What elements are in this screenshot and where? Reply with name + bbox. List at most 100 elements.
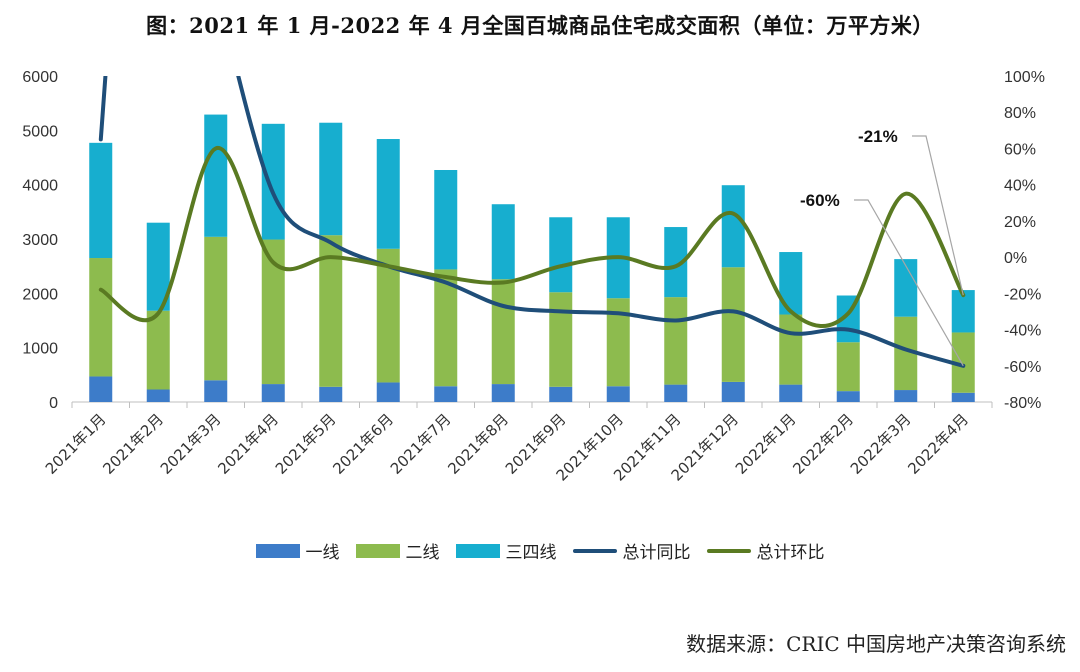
bar-tier2 — [204, 236, 228, 381]
legend-label: 二线 — [405, 543, 440, 563]
y-left-tick-label: 6000 — [22, 69, 58, 86]
y-left-tick-label: 0 — [49, 395, 58, 412]
legend-item: 一线 — [255, 538, 340, 563]
legend-label: 总计同比 — [622, 543, 691, 563]
bar-tier3 — [319, 122, 343, 236]
bar-tier3 — [491, 204, 515, 280]
bar-tier2 — [549, 292, 573, 387]
bar-tier1 — [549, 386, 573, 402]
chart-title: 图：2021 年 1 月-2022 年 4 月全国百城商品住宅成交面积（单位：万… — [146, 13, 934, 38]
bar-tier1 — [836, 391, 860, 402]
bar-tier2 — [434, 269, 458, 387]
x-tick-label: 2021年1月 — [42, 410, 110, 478]
y-right-tick-label: 100% — [1004, 69, 1045, 86]
lines — [98, 76, 966, 368]
bar-tier2 — [319, 235, 343, 387]
bar-tier1 — [319, 386, 343, 402]
x-tick-label: 2022年4月 — [904, 410, 972, 478]
y-right-tick-label: -20% — [1004, 286, 1041, 303]
y-right-tick-label: 20% — [1004, 214, 1036, 231]
x-tick-label: 2021年6月 — [329, 410, 397, 478]
annotation-mom-label: -21% — [858, 127, 898, 146]
legend-swatch — [455, 543, 500, 558]
y-left-tick-label: 5000 — [22, 123, 58, 140]
y-left-tick-label: 2000 — [22, 286, 58, 303]
annotation-leader-line — [912, 135, 964, 296]
bar-tier3 — [951, 290, 975, 333]
legend-item: 三四线 — [455, 538, 557, 563]
bar-tier2 — [376, 248, 400, 383]
bar-tier1 — [89, 376, 113, 402]
bar-tier1 — [261, 384, 285, 402]
bar-tier2 — [836, 342, 860, 392]
x-tick-label: 2021年5月 — [272, 410, 340, 478]
bar-tier1 — [894, 390, 918, 402]
bar-tier2 — [606, 298, 630, 387]
line-yoy — [236, 76, 966, 368]
bar-tier3 — [721, 185, 745, 268]
y-right-tick-label: -40% — [1004, 323, 1041, 340]
bar-tier3 — [549, 217, 573, 293]
x-tick-label: 2021年3月 — [157, 410, 225, 478]
legend-label: 三四线 — [505, 543, 557, 563]
x-tick-label: 2021年7月 — [387, 410, 455, 478]
bar-tier1 — [491, 384, 515, 402]
legend: 一线 二线 三四线 总计同比 总计环比 — [0, 538, 1080, 563]
y-right-tick-label: 40% — [1004, 178, 1036, 195]
y-right-tick-label: 60% — [1004, 141, 1036, 158]
bar-tier2 — [491, 279, 515, 385]
y-right-tick-label: -60% — [1004, 359, 1041, 376]
x-tick-label: 2021年8月 — [444, 410, 512, 478]
bar-tier3 — [146, 222, 170, 311]
x-tick-label: 2022年2月 — [789, 410, 857, 478]
bar-tier2 — [664, 297, 688, 385]
bar-tier3 — [664, 227, 688, 298]
legend-label: 总计环比 — [756, 543, 825, 563]
x-tick-label: 2022年1月 — [732, 410, 800, 478]
bar-tier2 — [146, 310, 170, 390]
annotations: -21% -60% — [800, 127, 964, 367]
bar-tier3 — [261, 123, 285, 240]
x-tick-label: 2022年3月 — [847, 410, 915, 478]
bar-tier2 — [261, 239, 285, 385]
bar-tier2 — [721, 267, 745, 382]
bars — [89, 114, 975, 402]
line-yoy — [98, 76, 108, 142]
bar-tier3 — [894, 259, 918, 317]
bar-tier3 — [434, 169, 458, 270]
bar-tier3 — [89, 142, 113, 259]
bar-tier1 — [721, 381, 745, 402]
y-left-tick-label: 4000 — [22, 178, 58, 195]
legend-swatch — [255, 543, 300, 558]
bar-tier1 — [376, 382, 400, 402]
legend-label: 一线 — [305, 543, 340, 563]
legend-item: 总计环比 — [706, 538, 825, 563]
bar-tier2 — [89, 258, 113, 377]
annotation-yoy-label: -60% — [800, 191, 840, 210]
legend-swatch — [706, 548, 751, 553]
legend-item: 总计同比 — [572, 538, 691, 563]
bar-tier1 — [779, 384, 803, 402]
bar-tier1 — [146, 389, 170, 402]
y-right-tick-label: -80% — [1004, 395, 1041, 412]
source-note: 数据来源：CRIC 中国房地产决策咨询系统 — [686, 632, 1066, 656]
bar-tier3 — [204, 114, 228, 237]
line-mom — [98, 146, 966, 329]
legend-item: 二线 — [355, 538, 440, 563]
bar-tier2 — [894, 316, 918, 391]
legend-swatch — [355, 543, 400, 558]
y-left-tick-label: 3000 — [22, 232, 58, 249]
bar-tier2 — [779, 314, 803, 385]
annotation-leader-line — [854, 199, 964, 367]
x-tick-label: 2021年4月 — [214, 410, 282, 478]
bar-tier1 — [951, 392, 975, 402]
bar-tier1 — [664, 384, 688, 402]
bar-tier1 — [606, 386, 630, 402]
y-right-tick-label: 0% — [1004, 250, 1027, 267]
bar-tier1 — [434, 386, 458, 402]
bar-tier3 — [779, 252, 803, 315]
legend-swatch — [572, 548, 617, 553]
x-tick-label: 2021年2月 — [99, 410, 167, 478]
bar-tier2 — [951, 332, 975, 393]
